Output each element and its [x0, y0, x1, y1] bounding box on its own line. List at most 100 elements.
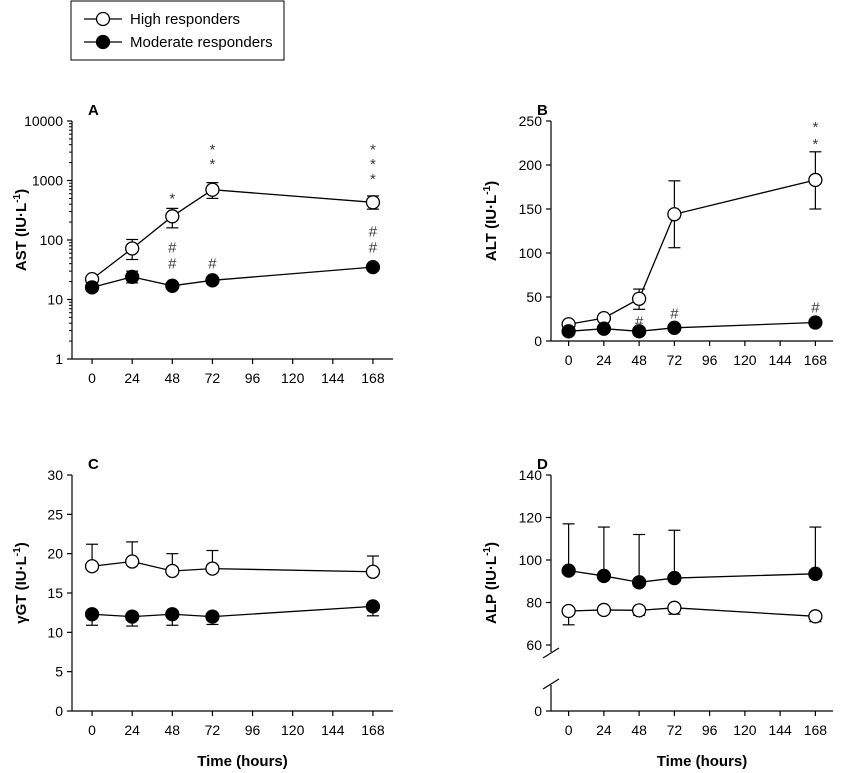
significance-star: *	[169, 190, 175, 207]
panel-a: A 1 10 100 1000 10000 0 24 48 72 96 120 144 168 AST (I…	[12, 102, 393, 386]
panel-c: C 0 5 10 15 20 25 30 0 24 48 72 96 120 144 168 γGT (IU·L…	[12, 456, 393, 770]
x-tick-label: 168	[361, 370, 385, 386]
axis-break-mark	[542, 647, 560, 659]
series-line-high	[568, 179, 816, 325]
y-axis-label-end: )	[13, 542, 30, 547]
data-point-high	[125, 554, 140, 569]
y-axis-label-end: )	[483, 181, 500, 186]
data-point-moderate	[596, 321, 612, 336]
y-axis-label-sup: -1	[482, 185, 493, 194]
legend-label-moderate: Moderate responders	[130, 34, 273, 51]
y-tick-label: 10	[47, 624, 63, 640]
significance-hash: #	[208, 256, 217, 273]
x-tick-label: 0	[565, 352, 573, 368]
y-axis-label: AST (IU·L-1)	[12, 189, 30, 271]
y-tick-label: 60	[526, 637, 542, 653]
data-point-high	[84, 559, 100, 574]
x-tick-label: 48	[631, 352, 647, 368]
significance-star: *	[812, 136, 818, 153]
significance-hash: #	[168, 256, 177, 273]
data-point-moderate	[165, 278, 180, 293]
data-point-moderate	[84, 280, 100, 295]
data-point-high	[365, 564, 381, 579]
x-tick-label: 72	[667, 352, 683, 368]
series-line-high	[91, 189, 373, 280]
x-tick-label: 144	[321, 722, 345, 738]
y-tick-label: 100	[519, 552, 543, 568]
significance-star: *	[370, 142, 376, 159]
y-axis-label: γGT (IU·L-1)	[12, 542, 30, 623]
x-tick-label: 24	[124, 370, 140, 386]
significance-hash: #	[670, 306, 679, 323]
x-tick-label: 144	[768, 352, 792, 368]
data-point-high	[667, 600, 682, 615]
data-point-high	[631, 603, 647, 618]
y-axis-label-main: γGT (IU·L	[13, 556, 30, 624]
legend-marker-high	[95, 11, 111, 27]
data-point-high	[205, 182, 220, 197]
data-point-high	[365, 195, 381, 210]
y-tick-label: 25	[47, 506, 63, 522]
data-point-high	[561, 603, 576, 619]
x-tick-label: 0	[565, 722, 573, 738]
x-tick-label: 120	[281, 722, 305, 738]
panel-letter: B	[537, 102, 548, 119]
x-tick-label: 144	[321, 370, 345, 386]
data-point-moderate	[365, 259, 381, 275]
data-point-moderate	[561, 563, 576, 578]
x-tick-label: 96	[702, 722, 718, 738]
y-tick-label: 15	[47, 585, 63, 601]
data-point-high	[808, 172, 823, 188]
y-tick-label: 100	[40, 232, 64, 248]
data-point-moderate	[808, 566, 823, 581]
panel-letter: C	[88, 456, 99, 473]
data-point-moderate	[125, 269, 140, 285]
x-axis-label: Time (hours)	[657, 753, 748, 770]
x-tick-label: 48	[165, 370, 181, 386]
y-tick-label: 0	[534, 333, 542, 349]
y-tick-label: 250	[519, 113, 543, 129]
data-point-moderate	[808, 315, 823, 330]
y-axis-label: ALP (IU·L-1)	[482, 542, 500, 624]
data-point-moderate	[667, 320, 682, 335]
data-point-moderate	[125, 609, 140, 624]
panel-letter: D	[537, 456, 548, 473]
data-point-high	[631, 291, 647, 306]
y-tick-label: 100	[519, 245, 543, 261]
significance-star: *	[210, 156, 216, 173]
x-tick-label: 24	[596, 352, 612, 368]
x-tick-label: 72	[205, 722, 221, 738]
x-tick-label: 0	[88, 370, 96, 386]
x-tick-label: 120	[733, 722, 757, 738]
data-point-moderate	[205, 609, 220, 624]
y-axis-label-main: ALT (IU·L	[483, 195, 500, 261]
y-tick-label: 50	[526, 289, 542, 305]
y-tick-label: 20	[47, 546, 63, 562]
y-axis-label-end: )	[483, 542, 500, 547]
x-tick-label: 48	[631, 722, 647, 738]
y-tick-label: 30	[47, 467, 63, 483]
panel-letter: A	[88, 102, 99, 119]
significance-star: *	[370, 156, 376, 173]
data-point-moderate	[596, 568, 612, 584]
y-axis-label-sup: -1	[482, 547, 493, 556]
significance-star: *	[210, 142, 216, 159]
axis-break-mark	[542, 678, 560, 690]
significance-hash: #	[635, 314, 644, 331]
significance-hash: #	[369, 239, 378, 256]
y-tick-label: 0	[55, 703, 63, 719]
y-tick-label: 80	[526, 595, 542, 611]
data-point-moderate	[561, 324, 576, 339]
x-tick-label: 24	[596, 722, 612, 738]
x-tick-label: 96	[245, 722, 261, 738]
data-point-high	[667, 207, 682, 222]
y-tick-label: 120	[519, 510, 543, 526]
x-tick-label: 168	[804, 352, 828, 368]
legend-marker-moderate	[95, 34, 111, 50]
y-axis-label-main: AST (IU·L	[13, 203, 30, 271]
data-point-moderate	[631, 324, 647, 339]
panel-d: D 0 60 80 100 120 140 0 24 48 72 96 120 144 168 ALP (IU…	[482, 456, 833, 770]
significance-star: *	[370, 171, 376, 188]
y-tick-label: 10000	[24, 113, 63, 129]
y-tick-label: 10	[47, 292, 63, 308]
